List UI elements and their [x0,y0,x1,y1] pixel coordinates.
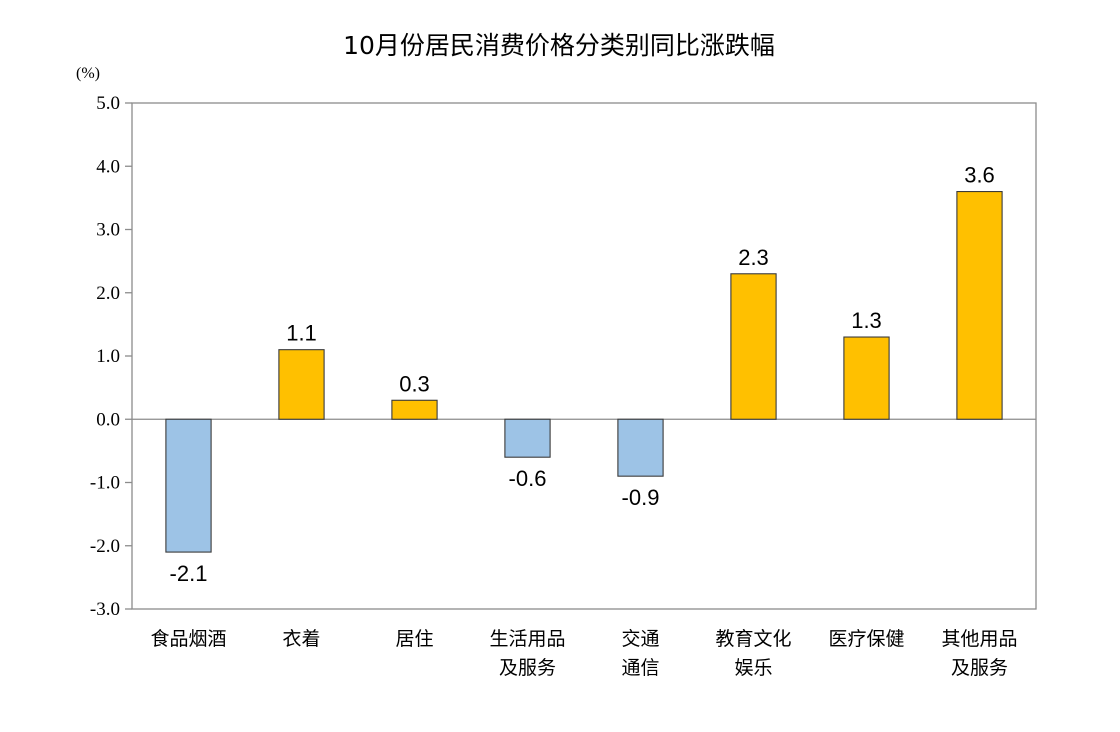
y-tick-label: 0.0 [96,409,120,430]
chart-title: 10月份居民消费价格分类别同比涨跌幅 [343,31,775,60]
category-label: 通信 [621,657,659,679]
y-tick-label: 5.0 [96,93,120,114]
category-label: 生活用品 [489,628,565,650]
y-tick-label: -3.0 [90,599,120,620]
category-label: 及服务 [951,657,1008,679]
data-label: 1.1 [286,321,317,346]
bar [504,418,551,458]
labels: 5.0 4.0 3.0 2.0 1.0 0.0 -1.0 -2.0 -3.0 -2.1 食品烟酒 1.… [90,93,1018,679]
category-label: 及服务 [499,657,556,679]
plot-frame [131,102,1037,610]
category-label: 医疗保健 [828,628,904,650]
category-label: 食品烟酒 [150,628,226,650]
y-tick-label: -1.0 [90,473,120,494]
data-label: -0.6 [509,466,547,491]
category-label: 教育文化 [715,628,791,650]
bar [391,399,438,420]
bar [617,418,664,477]
category-label: 交通 [621,628,659,650]
y-tick-label: 2.0 [96,283,120,304]
data-label: -2.1 [170,561,208,586]
category-label: 娱乐 [734,657,772,679]
y-tick-label: -2.0 [90,536,120,557]
data-label: -0.9 [622,485,660,510]
bar [730,273,777,420]
data-label: 0.3 [399,371,430,396]
y-axis-unit: (%) [76,65,100,82]
category-label: 其他用品 [941,628,1017,650]
category-label: 居住 [395,628,433,650]
category-label: 衣着 [282,628,320,650]
data-label: 3.6 [964,163,995,188]
bar [956,191,1003,420]
bar [165,418,212,553]
bars [165,191,1003,553]
y-tick-label: 4.0 [96,156,120,177]
axes [125,102,1037,610]
bar [278,349,325,420]
bar [843,336,890,420]
y-tick-label: 3.0 [96,220,120,241]
y-tick-label: 1.0 [96,346,120,367]
data-label: 1.3 [851,308,882,333]
data-label: 2.3 [738,245,769,270]
